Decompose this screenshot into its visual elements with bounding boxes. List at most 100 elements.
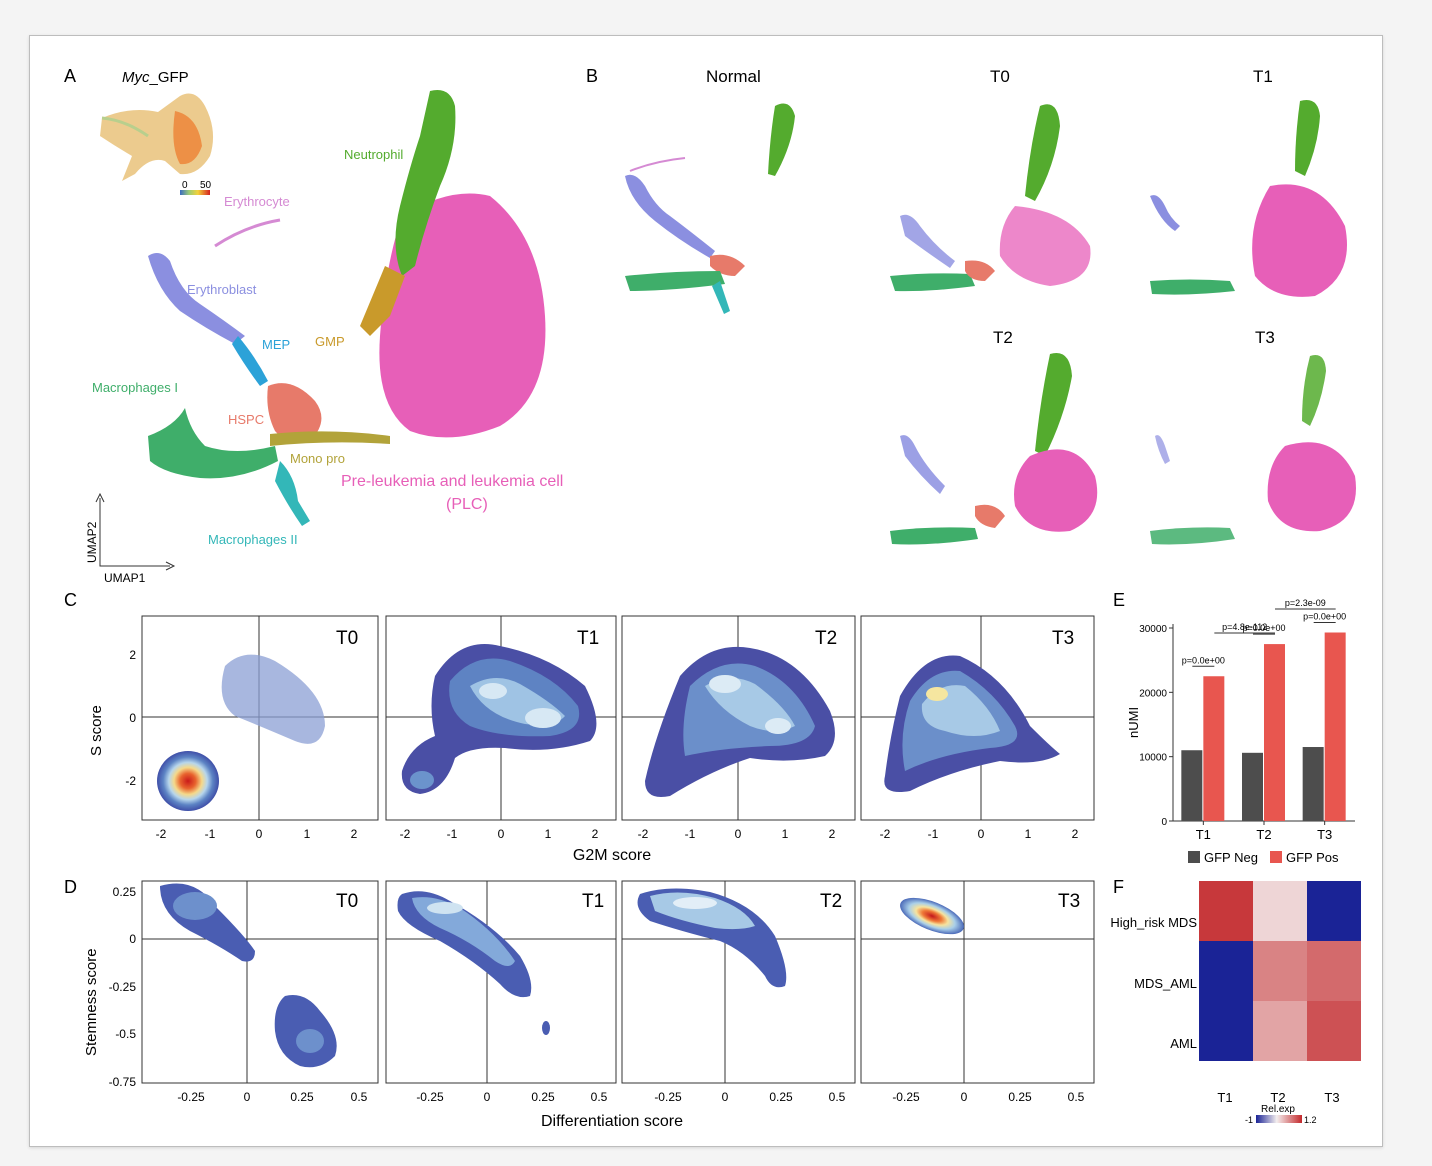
panel-label-a: A — [64, 66, 76, 86]
umap-normal — [625, 103, 795, 314]
inset-colorbar — [180, 190, 210, 195]
c-t3-density-peak — [926, 687, 948, 701]
inset-title: Myc_GFP — [122, 69, 189, 86]
cluster-macro2-shape — [275, 461, 310, 526]
umap-title-t3: T3 — [1255, 328, 1275, 347]
c-ytick-m2: -2 — [125, 774, 136, 788]
d-ytick-025: 0.25 — [113, 885, 137, 899]
c-xtick-t1-3: 1 — [545, 827, 552, 841]
e-y-label: nUMI — [1126, 707, 1141, 738]
cluster-label-mep: MEP — [262, 337, 290, 352]
f-legend-colorbar — [1256, 1115, 1302, 1123]
d-label-t3: T3 — [1058, 891, 1080, 912]
d-label-t0: T0 — [336, 891, 358, 912]
heatmap-cell-mds-aml-t1 — [1199, 941, 1253, 1001]
f-row-label-mds-aml: MDS_AML — [1134, 976, 1197, 991]
panel-a-umap: Myc_GFP 0 50 Neutrophil Erythrocyte Eryt… — [85, 69, 563, 585]
c-xtick-t2-2: 0 — [735, 827, 742, 841]
heatmap-cell-high-risk-mds-t2 — [1253, 881, 1307, 941]
d-xtick-t2-3: 0.5 — [829, 1090, 846, 1104]
e-ytick-label: 0 — [1161, 817, 1167, 828]
c-label-t3: T3 — [1052, 628, 1074, 649]
legend-swatch-gfp-pos — [1270, 851, 1282, 863]
e-significance-label: p=2.3e-09 — [1285, 598, 1326, 608]
d-ytick-0: 0 — [129, 932, 136, 946]
bar-gfp-neg-t3 — [1302, 747, 1324, 821]
c-xtick-t2-3: 1 — [782, 827, 789, 841]
e-significance-label: p=4.8e-112 — [1222, 622, 1267, 632]
f-legend-max: 1.2 — [1304, 1115, 1317, 1125]
cluster-label-erythrocyte: Erythrocyte — [224, 194, 290, 209]
cluster-label-plc-abbr: (PLC) — [446, 496, 488, 513]
d-xtick-t0-3: 0.5 — [351, 1090, 368, 1104]
inset-scale-min: 0 — [182, 180, 188, 191]
f-row-label-aml: AML — [1170, 1036, 1197, 1051]
cluster-label-plc: Pre-leukemia and leukemia cell — [341, 473, 563, 490]
f-col-label-t1: T1 — [1217, 1090, 1232, 1105]
f-col-label-t2: T2 — [1270, 1090, 1285, 1105]
umap-title-t2: T2 — [993, 328, 1013, 347]
figure-canvas: A B C D E F Myc_GFP 0 50 Neutrophil Eryt… — [64, 66, 1361, 1130]
d-xtick-t1-1: 0 — [484, 1090, 491, 1104]
panel-d-density: T0 T1 T2 T3 0.25 0 -0.25 -0.5 -0.75 Stem… — [83, 880, 1095, 1130]
panel-label-e: E — [1113, 590, 1125, 610]
panel-label-c: C — [64, 590, 77, 610]
legend-swatch-gfp-neg — [1188, 851, 1200, 863]
c-xtick-t3-1: -1 — [928, 827, 939, 841]
cluster-neutrophil-shape — [395, 90, 456, 276]
e-significance-label: p=0.0e+00 — [1182, 655, 1225, 665]
c-xtick-t0-1: -1 — [205, 827, 216, 841]
d-xtick-t0-0: -0.25 — [177, 1090, 205, 1104]
c-xtick-t3-4: 2 — [1072, 827, 1079, 841]
d-xtick-t3-0: -0.25 — [892, 1090, 920, 1104]
c-xtick-t0-4: 2 — [351, 827, 358, 841]
d-xtick-t2-1: 0 — [722, 1090, 729, 1104]
d-xtick-t2-2: 0.25 — [769, 1090, 793, 1104]
c-xtick-t1-1: -1 — [447, 827, 458, 841]
c-label-t0: T0 — [336, 628, 358, 649]
d-xtick-t0-1: 0 — [244, 1090, 251, 1104]
c-x-label: G2M score — [573, 847, 651, 864]
e-significance-label: p=0.0e+00 — [1242, 623, 1285, 633]
cluster-mono-shape — [270, 431, 390, 446]
panel-label-b: B — [586, 66, 598, 86]
f-col-label-t3: T3 — [1324, 1090, 1339, 1105]
c-xtick-t1-2: 0 — [498, 827, 505, 841]
bar-gfp-pos-t1 — [1203, 676, 1225, 821]
f-row-label-high-risk: High_risk MDS — [1110, 915, 1197, 930]
bar-gfp-neg-t1 — [1181, 750, 1203, 821]
c-ytick-2: 2 — [129, 648, 136, 662]
umap-title-t1: T1 — [1253, 67, 1273, 86]
c-label-t2: T2 — [815, 628, 837, 649]
heatmap-cell-aml-t2 — [1253, 1001, 1307, 1061]
c-xtick-t2-4: 2 — [829, 827, 836, 841]
legend-label-gfp-neg: GFP Neg — [1204, 850, 1258, 865]
inset-scale-max: 50 — [200, 180, 212, 191]
d-xtick-t3-3: 0.5 — [1068, 1090, 1085, 1104]
heatmap-cell-aml-t1 — [1199, 1001, 1253, 1061]
d-ytick-m05: -0.5 — [115, 1027, 136, 1041]
e-xtick-label: T2 — [1256, 827, 1271, 842]
f-legend-min: -1 — [1245, 1115, 1253, 1125]
cluster-macro1-shape — [148, 408, 278, 479]
c-xtick-t0-0: -2 — [156, 827, 167, 841]
cluster-label-gmp: GMP — [315, 334, 345, 349]
c-xtick-t2-0: -2 — [638, 827, 649, 841]
d-subplot-t3 — [860, 880, 1095, 1084]
heatmap-cell-mds-aml-t3 — [1307, 941, 1361, 1001]
cluster-label-hspc: HSPC — [228, 412, 264, 427]
bar-gfp-neg-t2 — [1242, 752, 1263, 821]
d-ytick-m025: -0.25 — [109, 980, 137, 994]
panel-c-density: T0 T1 T2 T3 2 0 -2 S score -2 -1 0 1 2 -… — [88, 615, 1095, 864]
e-ytick-label: 30000 — [1139, 624, 1167, 635]
figure-frame: A B C D E F Myc_GFP 0 50 Neutrophil Eryt… — [29, 35, 1383, 1147]
bar-gfp-pos-t2 — [1264, 644, 1285, 821]
heatmap-cell-mds-aml-t2 — [1253, 941, 1307, 1001]
e-xtick-label: T1 — [1196, 827, 1211, 842]
umap-title-normal: Normal — [706, 67, 761, 86]
cluster-mep-shape — [232, 336, 268, 386]
cluster-label-neutrophil: Neutrophil — [344, 147, 403, 162]
umap-t2 — [890, 352, 1098, 545]
d-xtick-t0-2: 0.25 — [290, 1090, 314, 1104]
d-ytick-m075: -0.75 — [109, 1075, 137, 1089]
